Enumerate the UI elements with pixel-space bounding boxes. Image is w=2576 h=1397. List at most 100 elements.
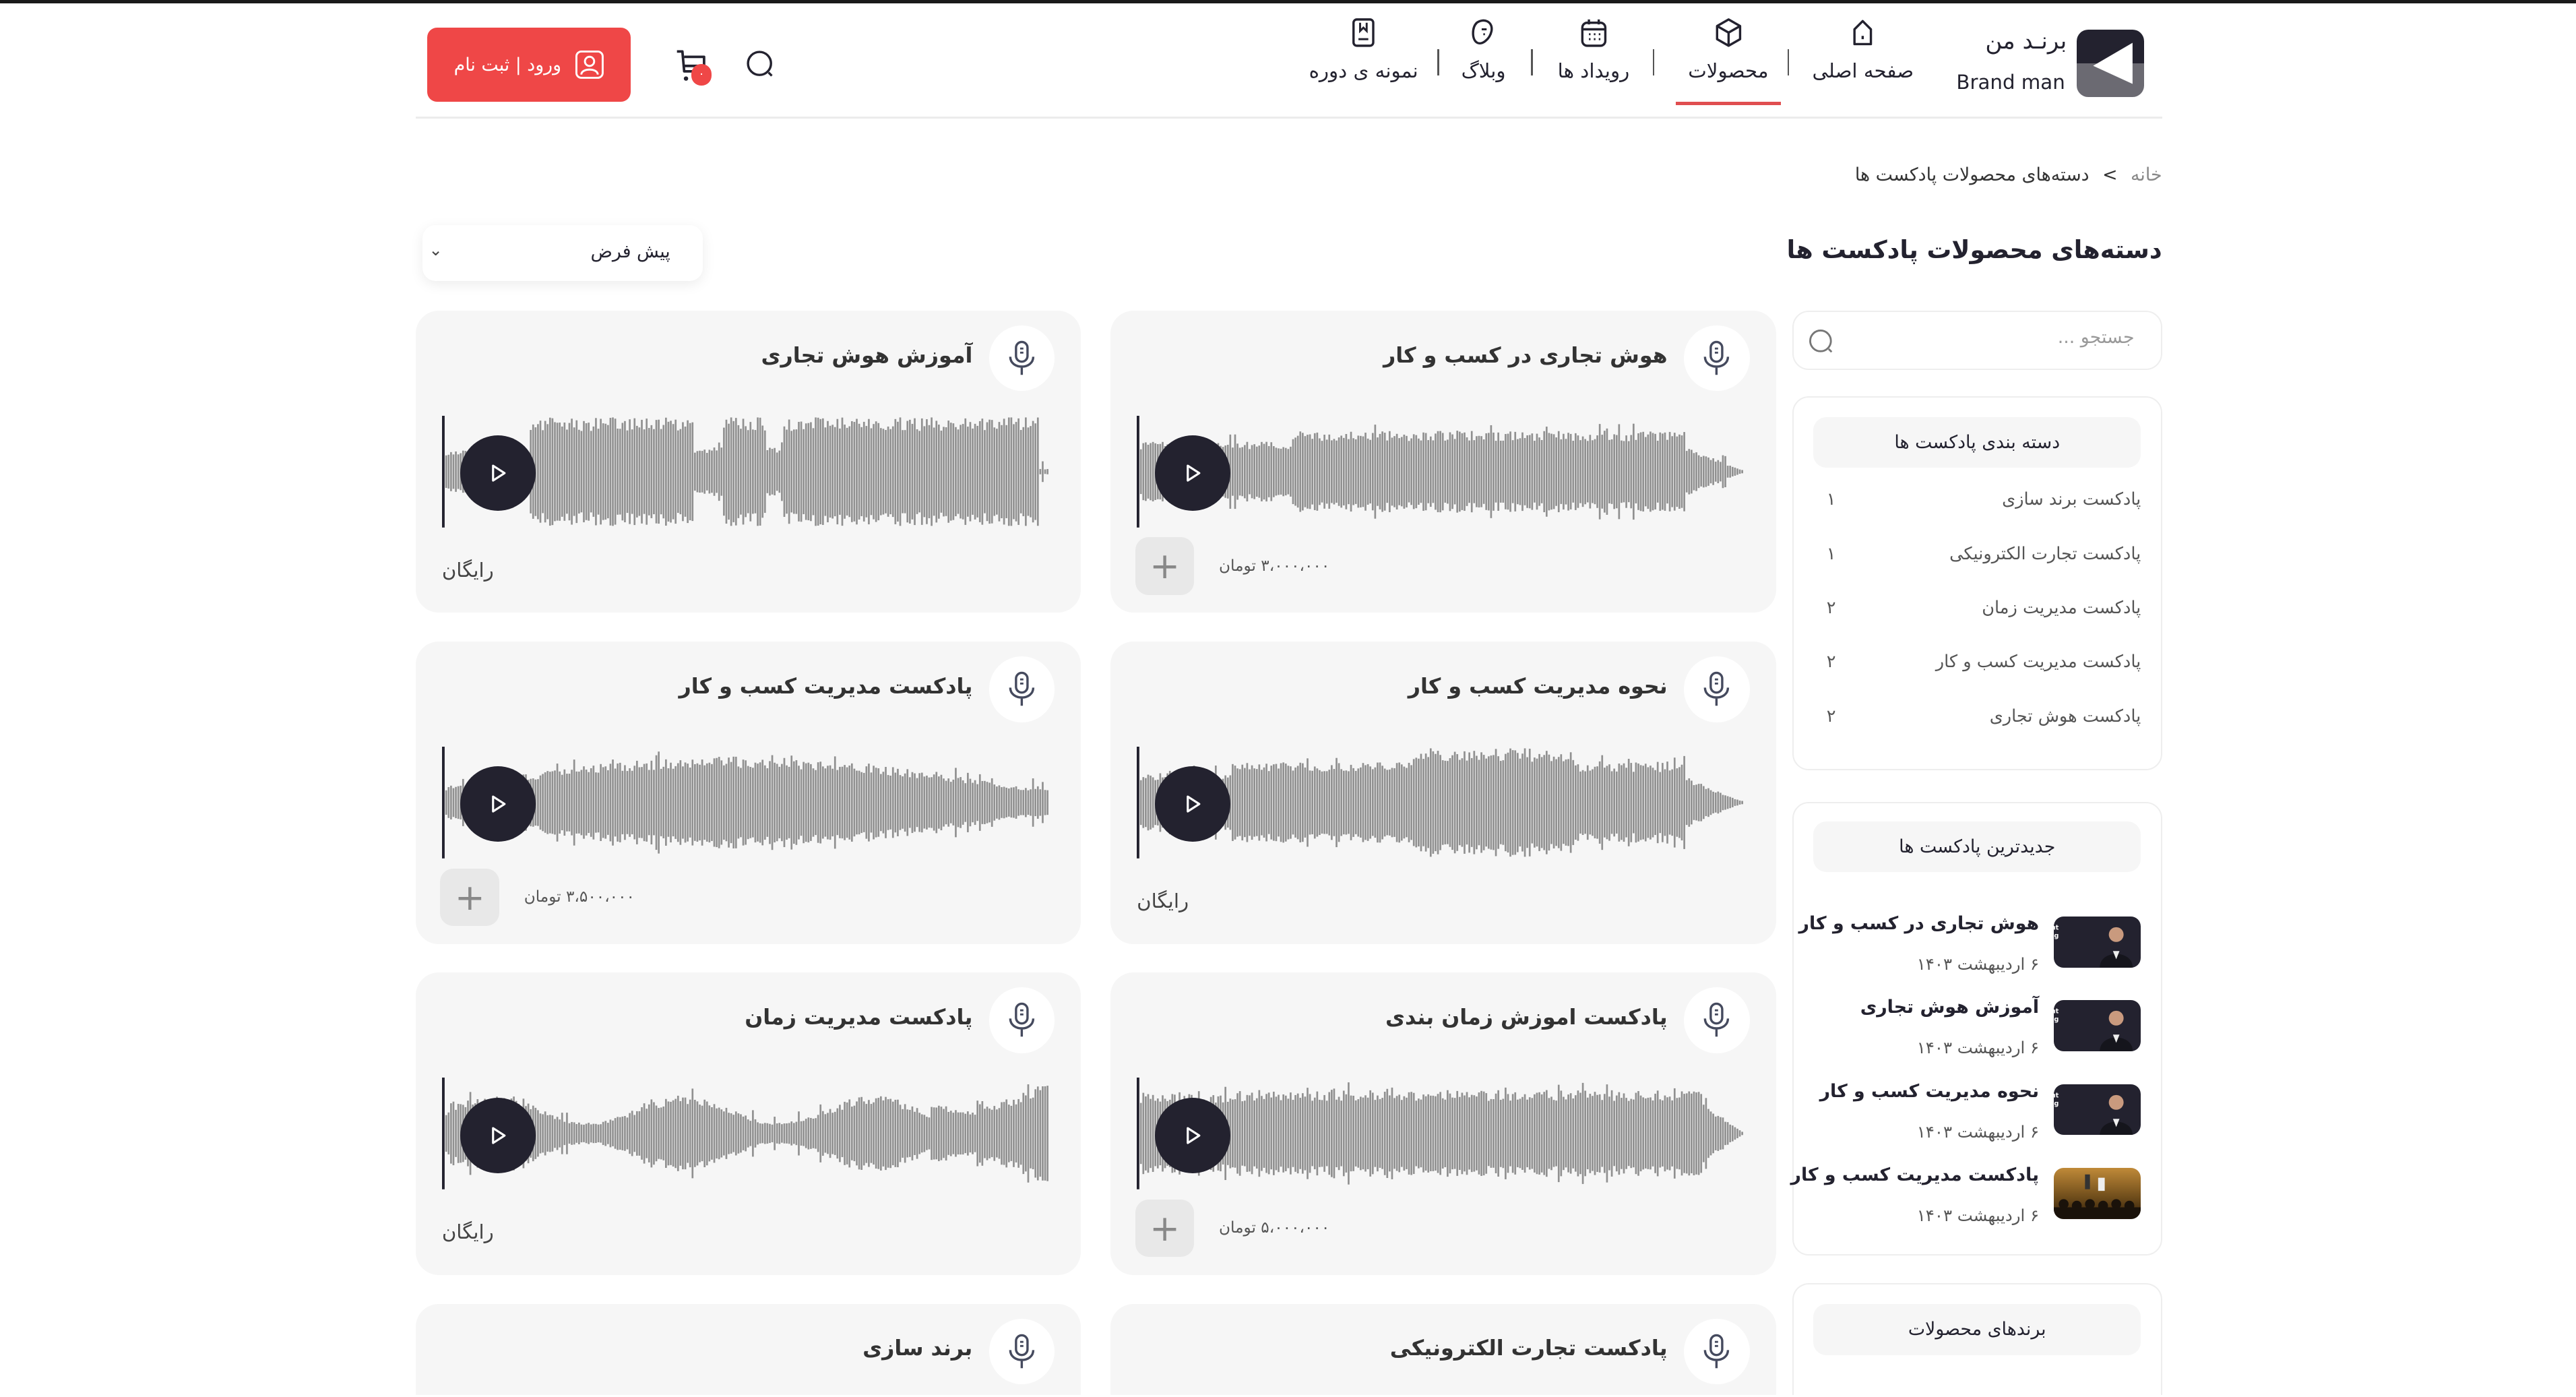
nav-products[interactable]: محصولات — [1675, 16, 1781, 115]
waveform-bar — [862, 1101, 865, 1166]
podcast-title[interactable]: پادکست اموزش زمان بندی — [1385, 1005, 1668, 1030]
waveform-bar — [1642, 1097, 1645, 1170]
latest-podcast-item[interactable]: ContentMarketing آموزش هوش تجاری ۶ اردیبهش… — [1813, 997, 2141, 1066]
waveform-bar — [873, 766, 875, 840]
waveform-bar — [945, 1107, 947, 1161]
waveform-bar — [1280, 1100, 1282, 1167]
podcast-card[interactable]: آموزش هوش تجاری رایگان — [415, 310, 1081, 613]
sort-select[interactable]: پیش فرض ⌄ — [422, 225, 703, 281]
podcast-card[interactable]: برند سازی — [415, 1303, 1081, 1395]
category-item[interactable]: پادکست هوش تجاری ۲ — [1813, 706, 2141, 726]
nav-blog[interactable]: وبلاگ — [1452, 16, 1515, 115]
waveform-bar — [701, 759, 703, 846]
waveform-bar — [778, 1123, 780, 1144]
play-button[interactable] — [1154, 435, 1231, 511]
waveform-bar — [1529, 1097, 1531, 1170]
waveform-bar — [974, 780, 976, 826]
waveform-bar — [633, 418, 635, 525]
audio-waveform[interactable] — [441, 415, 1058, 528]
blog-icon — [1472, 20, 1493, 45]
waveform-bar — [1610, 439, 1613, 504]
nav-home[interactable]: صفحه اصلی — [1812, 16, 1914, 115]
cart-button[interactable]: ۰ — [675, 48, 718, 88]
waveform-bar — [1435, 433, 1437, 510]
play-button[interactable] — [1154, 766, 1231, 842]
latest-podcast-title[interactable]: نحوه مدیریت کسب و کار — [1819, 1080, 2040, 1102]
play-button[interactable] — [460, 766, 536, 842]
category-item[interactable]: پادکست برند سازی ۱ — [1813, 489, 2141, 509]
waveform-bar — [776, 764, 778, 842]
podcast-title[interactable]: پادکست مدیریت زمان — [745, 1005, 973, 1030]
waveform-bar — [1705, 456, 1707, 487]
waveform-bar — [1278, 1094, 1280, 1173]
waveform-bar — [1546, 426, 1548, 517]
add-to-cart-button[interactable]: + — [1135, 537, 1195, 595]
waveform-bar — [896, 1100, 899, 1168]
play-button[interactable] — [460, 435, 536, 511]
latest-podcast-title[interactable]: پادکست مدیریت کسب و کار — [1790, 1165, 2040, 1186]
waveform-bar — [1032, 778, 1034, 827]
waveform-bar — [1251, 1092, 1253, 1175]
waveform-bar — [1468, 752, 1471, 853]
play-button[interactable] — [1154, 1097, 1231, 1173]
waveform-bar — [606, 1123, 609, 1145]
waveform-bar — [757, 417, 759, 526]
podcast-card[interactable]: پادکست مدیریت کسب و کار +۳،۵۰۰،۰۰۰ تومان — [415, 642, 1081, 944]
add-to-cart-button[interactable]: + — [440, 868, 500, 926]
waveform-bar — [747, 1119, 749, 1148]
podcast-title[interactable]: هوش تجاری در کسب و کار — [1383, 343, 1668, 368]
podcast-card[interactable]: پادکست تجارت الکترونیکی — [1110, 1303, 1776, 1395]
waveform-bar — [786, 1123, 788, 1144]
podcast-title[interactable]: پادکست مدیریت کسب و کار — [679, 674, 973, 699]
waveform-bar — [747, 430, 749, 514]
latest-podcast-item[interactable]: ContentMarketing نحوه مدیریت کسب و کار ۶ ا… — [1813, 1080, 2141, 1150]
waveform-bar — [902, 1109, 904, 1158]
waveform-bar — [1017, 1099, 1019, 1169]
waveform-bar — [1540, 757, 1543, 848]
waveform-bar — [1451, 755, 1454, 850]
podcast-card[interactable]: نحوه مدیریت کسب و کار رایگان — [1110, 642, 1776, 944]
latest-podcast-item[interactable]: پادکست مدیریت کسب و کار ۶ اردیبهشت ۱۴۰۳ — [1791, 1165, 2141, 1234]
podcast-card[interactable]: پادکست اموزش زمان بندی +۵،۰۰۰،۰۰۰ تومان — [1110, 972, 1776, 1275]
podcast-card[interactable]: هوش تجاری در کسب و کار +۳،۰۰۰،۰۰۰ تومان — [1110, 310, 1776, 613]
waveform-bar — [862, 773, 865, 832]
search-icon[interactable] — [1807, 327, 1836, 356]
podcast-title[interactable]: نحوه مدیریت کسب و کار — [1408, 674, 1668, 699]
waveform-bar — [1502, 1098, 1505, 1169]
play-button[interactable] — [460, 1097, 536, 1173]
waveform-bar — [838, 1105, 841, 1162]
search-icon[interactable] — [744, 48, 777, 81]
breadcrumb-home[interactable]: خانه — [2131, 164, 2162, 185]
category-item[interactable]: پادکست تجارت الکترونیکی ۱ — [1813, 544, 2141, 564]
login-register-button[interactable]: ورود | ثبت نام — [427, 28, 631, 102]
latest-podcast-title[interactable]: آموزش هوش تجاری — [1860, 997, 2040, 1018]
category-item[interactable]: پادکست مدیریت کسب و کار ۲ — [1813, 652, 2141, 672]
podcast-card[interactable]: پادکست مدیریت زمان رایگان — [415, 972, 1081, 1275]
playhead — [1137, 1078, 1140, 1190]
add-to-cart-button[interactable]: + — [1135, 1199, 1195, 1258]
category-item[interactable]: پادکست مدیریت زمان ۲ — [1813, 598, 2141, 618]
waveform-bar — [1685, 780, 1688, 826]
waveform-bar — [1592, 1096, 1594, 1171]
waveform-bar — [1340, 1100, 1343, 1167]
waveform-bar — [1142, 777, 1145, 828]
nav-course-sample[interactable]: نمونه ی دوره — [1308, 16, 1420, 115]
waveform-bar — [1691, 1094, 1693, 1174]
waveform-bar — [1500, 761, 1502, 844]
waveform-bar — [1408, 1092, 1410, 1175]
podcast-title[interactable]: پادکست تجارت الکترونیکی — [1389, 1336, 1668, 1361]
podcast-title[interactable]: آموزش هوش تجاری — [761, 343, 973, 368]
latest-podcast-title[interactable]: هوش تجاری در کسب و کار — [1798, 913, 2040, 935]
brand-logo[interactable] — [2076, 29, 2144, 97]
waveform-bar — [718, 757, 720, 848]
search-input[interactable] — [1871, 326, 2135, 348]
waveform-bar — [771, 1125, 774, 1143]
waveform-bar — [1625, 768, 1628, 838]
latest-podcast-item[interactable]: ContentMarketing هوش تجاری در کسب و کار ۶ … — [1799, 913, 2141, 983]
waveform-bar — [1299, 1098, 1302, 1170]
waveform-bar — [1697, 1092, 1700, 1175]
nav-events[interactable]: رویداد ها — [1551, 16, 1637, 115]
waveform-bar — [1639, 1096, 1642, 1172]
waveform-bar — [563, 769, 566, 836]
podcast-title[interactable]: برند سازی — [862, 1336, 973, 1361]
